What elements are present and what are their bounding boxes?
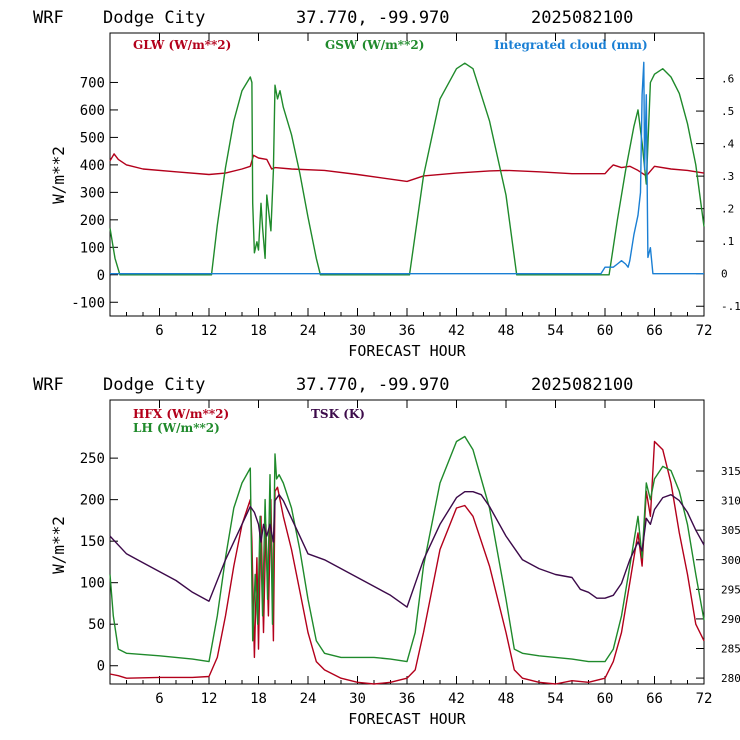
header-station: Dodge City xyxy=(103,375,205,395)
x-tick-label: 24 xyxy=(300,323,317,339)
y-tick-label: 200 xyxy=(80,213,105,229)
header-coords: 37.770, -99.970 xyxy=(296,375,450,395)
y2-tick-label: .2 xyxy=(721,203,734,216)
chart-panel-fluxes: WRF Dodge City 37.770, -99.970 202508210… xyxy=(33,375,740,728)
series-line-gsw xyxy=(109,62,705,276)
y-tick-label: 250 xyxy=(80,451,105,467)
header-init: 2025082100 xyxy=(531,8,633,28)
y-tick-label: 300 xyxy=(80,185,105,201)
y2-tick-label: .6 xyxy=(721,73,734,86)
y-tick-label: -100 xyxy=(71,295,105,311)
y-tick-label: 700 xyxy=(80,75,105,91)
y2-tick-label: 285 xyxy=(721,643,740,656)
x-tick-label: 30 xyxy=(349,691,366,707)
x-axis-label: FORECAST HOUR xyxy=(348,710,466,728)
x-tick-label: 36 xyxy=(399,691,416,707)
y-tick-label: 200 xyxy=(80,493,105,509)
x-tick-label: 48 xyxy=(498,323,515,339)
x-tick-label: 6 xyxy=(155,323,163,339)
y2-tick-label: -.1 xyxy=(721,300,740,313)
x-tick-label: 12 xyxy=(201,691,218,707)
series-line-tsk xyxy=(109,491,705,608)
x-tick-label: 42 xyxy=(448,691,465,707)
header-model: WRF xyxy=(33,375,64,395)
y2-tick-label: .4 xyxy=(721,138,735,151)
x-tick-label: 48 xyxy=(498,691,515,707)
x-tick-label: 72 xyxy=(696,691,713,707)
legend-cloud: Integrated cloud (mm) xyxy=(494,38,648,52)
y-tick-label: 0 xyxy=(97,268,105,284)
y2-tick-label: 280 xyxy=(721,672,740,685)
y-tick-label: 500 xyxy=(80,130,105,146)
y-axis-label: W/m**2 xyxy=(49,516,68,574)
legend-glw: GLW (W/m**2) xyxy=(133,38,231,52)
x-tick-label: 72 xyxy=(696,323,713,339)
y2-tick-label: 295 xyxy=(721,583,740,596)
legend-gsw: GSW (W/m**2) xyxy=(325,38,424,52)
x-axis-label: FORECAST HOUR xyxy=(348,342,466,360)
series-line-glw xyxy=(109,153,705,183)
y2-tick-label: .3 xyxy=(721,170,734,183)
legend-lh: LH (W/m**2) xyxy=(133,421,220,435)
x-tick-label: 18 xyxy=(250,691,267,707)
x-tick-label: 30 xyxy=(349,323,366,339)
x-tick-label: 60 xyxy=(597,323,614,339)
series-layer xyxy=(109,435,705,685)
axes: 6 12 18 24 30 36 42 48 54 60 66 72 -100 0 100 200 300 400… xyxy=(71,33,740,339)
x-tick-label: 18 xyxy=(250,323,267,339)
y2-tick-label: .1 xyxy=(721,235,734,248)
y-tick-label: 100 xyxy=(80,240,105,256)
chart-panel-radiation: WRF Dodge City 37.770, -99.970 202508210… xyxy=(33,8,740,360)
x-tick-label: 66 xyxy=(646,691,663,707)
y2-tick-label: 300 xyxy=(721,554,740,567)
y2-tick-label: 315 xyxy=(721,465,740,478)
chart-header: WRF Dodge City 37.770, -99.970 202508210… xyxy=(33,8,633,28)
series-line-hfx xyxy=(109,440,705,685)
y2-tick-label: 290 xyxy=(721,613,740,626)
y-axis-label: W/m**2 xyxy=(49,146,68,204)
series-layer xyxy=(109,61,705,276)
header-station: Dodge City xyxy=(103,8,205,28)
x-tick-label: 60 xyxy=(597,691,614,707)
y2-tick-label: 0 xyxy=(721,268,728,281)
y-tick-label: 400 xyxy=(80,158,105,174)
header-init: 2025082100 xyxy=(531,375,633,395)
axes: 6 12 18 24 30 36 42 48 54 60 66 72 0 50 100 150 200 250 28… xyxy=(80,400,740,707)
x-tick-label: 54 xyxy=(547,691,564,707)
legend-tsk: TSK (K) xyxy=(311,407,365,421)
series-line-lh xyxy=(109,435,705,663)
x-tick-label: 12 xyxy=(201,323,218,339)
x-tick-label: 54 xyxy=(547,323,564,339)
legend-hfx: HFX (W/m**2) xyxy=(133,407,229,421)
y-tick-label: 0 xyxy=(97,659,105,675)
y-tick-label: 150 xyxy=(80,534,105,550)
x-tick-label: 42 xyxy=(448,323,465,339)
y2-tick-label: 305 xyxy=(721,524,740,537)
x-tick-label: 6 xyxy=(155,691,163,707)
y-tick-label: 600 xyxy=(80,103,105,119)
header-coords: 37.770, -99.970 xyxy=(296,8,450,28)
x-tick-label: 36 xyxy=(399,323,416,339)
x-tick-label: 66 xyxy=(646,323,663,339)
y-tick-label: 50 xyxy=(88,617,105,633)
chart-header: WRF Dodge City 37.770, -99.970 202508210… xyxy=(33,375,633,395)
y2-tick-label: .5 xyxy=(721,105,734,118)
x-tick-label: 24 xyxy=(300,691,317,707)
header-model: WRF xyxy=(33,8,64,28)
y2-tick-label: 310 xyxy=(721,495,740,508)
y-tick-label: 100 xyxy=(80,576,105,592)
series-line-integrated xyxy=(110,61,704,275)
